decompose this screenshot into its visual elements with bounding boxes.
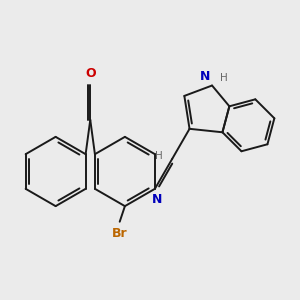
Text: O: O: [85, 67, 96, 80]
Text: N: N: [152, 193, 162, 206]
Text: H: H: [155, 151, 163, 161]
Text: N: N: [200, 70, 210, 83]
Text: H: H: [220, 73, 227, 83]
Text: Br: Br: [112, 227, 128, 240]
